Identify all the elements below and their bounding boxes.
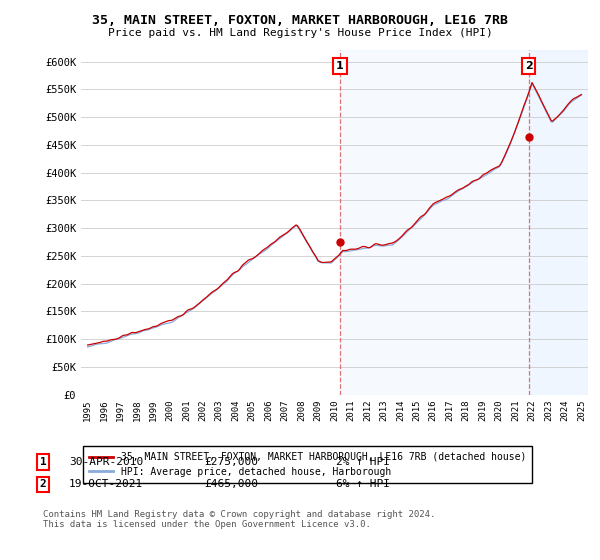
- Text: 2: 2: [525, 60, 532, 71]
- Text: 2: 2: [40, 479, 47, 489]
- Text: 1: 1: [336, 60, 344, 71]
- Bar: [529, 50, 588, 395]
- Text: 1: 1: [40, 457, 47, 467]
- Legend: 35, MAIN STREET, FOXTON, MARKET HARBOROUGH, LE16 7RB (detached house), HPI: Aver: 35, MAIN STREET, FOXTON, MARKET HARBOROU…: [83, 446, 532, 483]
- Text: 2% ↑ HPI: 2% ↑ HPI: [336, 457, 390, 467]
- Text: Contains HM Land Registry data © Crown copyright and database right 2024.
This d: Contains HM Land Registry data © Crown c…: [43, 510, 436, 529]
- Text: Price paid vs. HM Land Registry's House Price Index (HPI): Price paid vs. HM Land Registry's House …: [107, 28, 493, 38]
- Text: 6% ↑ HPI: 6% ↑ HPI: [336, 479, 390, 489]
- Text: 19-OCT-2021: 19-OCT-2021: [69, 479, 143, 489]
- Text: 30-APR-2010: 30-APR-2010: [69, 457, 143, 467]
- Text: £465,000: £465,000: [204, 479, 258, 489]
- Bar: [340, 50, 588, 395]
- Text: 35, MAIN STREET, FOXTON, MARKET HARBOROUGH, LE16 7RB: 35, MAIN STREET, FOXTON, MARKET HARBOROU…: [92, 14, 508, 27]
- Text: £275,000: £275,000: [204, 457, 258, 467]
